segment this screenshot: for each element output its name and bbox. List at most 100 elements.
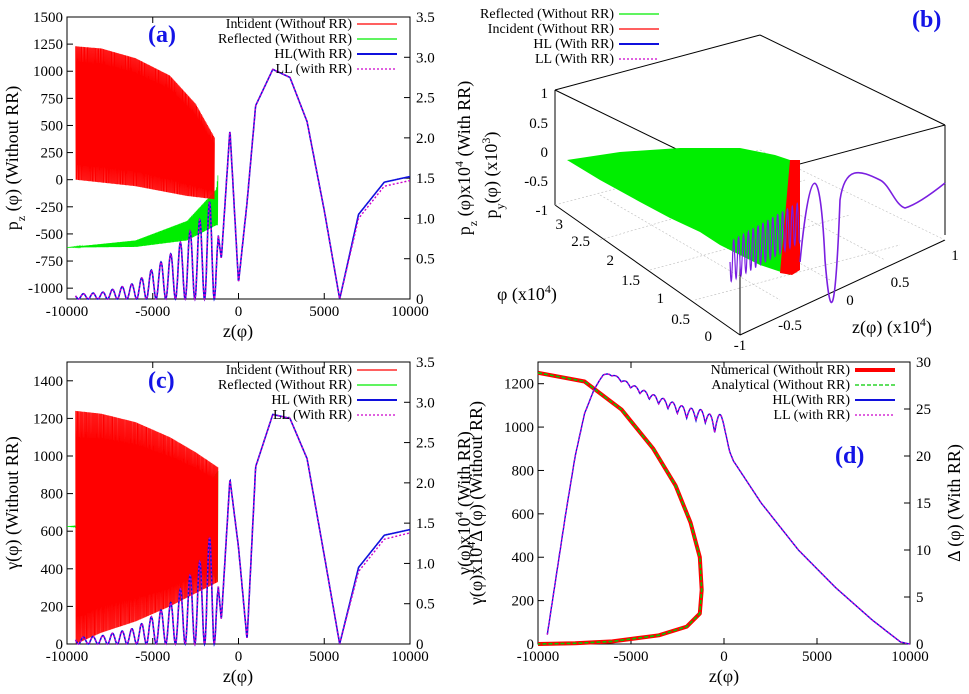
panel-c-xtick-label: 0 [235, 649, 243, 665]
panel-c-ytick-right-label: 1.5 [416, 516, 435, 532]
panel-a-ll-curve [74, 68, 410, 302]
panel-a-ytick-left-label: -500 [36, 227, 64, 243]
panel-b-phi-tick-label: 0 [705, 329, 713, 345]
panel-a-ytick-right-label: 0 [416, 292, 424, 308]
panel-c-xlabel: z(φ) [223, 666, 253, 687]
panel-d-ytick-left-label: 200 [512, 594, 535, 610]
panel-c-legend-entry: HL (With RR) [271, 393, 352, 408]
panel-a-ytick-right-label: 0.5 [416, 252, 435, 268]
panel-c-ytick-left-label: 1400 [33, 374, 63, 390]
panel-c-incident-curve [75, 410, 219, 644]
panel-d-ytick-right-label: 15 [916, 496, 931, 512]
panel-c-ytick-left-label: 0 [56, 637, 64, 653]
panel-d-xtick-label: 5000 [802, 649, 832, 665]
panel-c-legend-entry: Incident (Without RR) [226, 363, 353, 378]
panel-b-z-tick-label: -0.5 [524, 174, 548, 190]
panel-c-legend-entry: Reflected (Without RR) [218, 378, 352, 393]
panel-d: (d) -10000 -5000 0 5000 10000120010008006004… [464, 355, 965, 687]
panel-a-ytick-left-label: -750 [36, 254, 64, 270]
panel-a-ylabel-left: pz (φ) (Without RR) [2, 86, 28, 230]
panel-d-ytick-left-label: 400 [512, 550, 535, 566]
panel-a-incident-curve [75, 46, 215, 200]
panel-c-ytick-right-label: 0 [416, 637, 424, 653]
panel-b-label: (b) [912, 7, 941, 33]
panel-d-ytick-left-label: 800 [512, 463, 535, 479]
panel-b-phi-tick-label: 0.5 [671, 312, 690, 328]
panel-c-xtick-label: 10000 [391, 649, 429, 665]
panel-a-ytick-right-label: 3.5 [416, 10, 435, 26]
panel-b-phi-tick-label: 1.5 [621, 273, 640, 289]
panel-b-rr-oscillation [729, 202, 801, 283]
panel-d-ytick-right-label: 5 [916, 590, 924, 606]
panel-b-xtick-label: 0 [846, 293, 854, 309]
panel-c-ytick-right-label: 2.0 [416, 476, 435, 492]
panel-d-ytick-right-label: 0 [916, 637, 924, 653]
panel-d-xtick-label: 10000 [891, 649, 929, 665]
panel-a-ytick-left-label: 250 [41, 146, 64, 162]
panel-a-ytick-right-label: 1.5 [416, 171, 435, 187]
panel-a-xtick-label: 0 [235, 304, 243, 320]
panel-b-legend-entry: Incident (Without RR) [488, 22, 615, 37]
panel-c-ytick-right-label: 1.0 [416, 556, 435, 572]
panel-b-z-tick-label: 1 [541, 86, 549, 102]
panel-a-xtick-label: 5000 [309, 304, 339, 320]
panel-b-legend-entry: Reflected (Without RR) [480, 7, 614, 22]
panel-b-xlabel: z(φ) (x104) [852, 315, 932, 338]
panel-c-ytick-left-label: 200 [41, 599, 64, 615]
panel-d-legend-entry: Analytical (Without RR) [711, 378, 850, 393]
panel-b-xtick-label: -1 [734, 338, 747, 354]
panel-c-ylabel-right: γ(φ)x104 (With RR) [452, 431, 475, 576]
panel-a-legend-entry: HL(With RR) [274, 47, 352, 62]
panel-a-xtick-label: -5000 [135, 304, 170, 320]
panel-b-xtick-label: -0.5 [778, 318, 802, 334]
panel-a-xtick-label: 10000 [391, 304, 429, 320]
panel-a-ytick-left-label: 0 [56, 173, 64, 189]
panel-c-ytick-right-label: 0.5 [416, 597, 435, 613]
panel-d-ytick-left-label: 1200 [504, 377, 534, 393]
panel-b-z-tick-label: 0 [541, 145, 549, 161]
panel-a-xlabel: z(φ) [223, 321, 253, 342]
panel-a-xtick-label: -10000 [46, 304, 89, 320]
panel-a-ytick-left-label: 1000 [33, 64, 63, 80]
panel-b-z-tick-label: 0.5 [529, 116, 548, 132]
panel-b-z-tick-label: -1 [536, 203, 549, 219]
panel-a-ylabel-right: pz (φ)x104 (With RR) [452, 81, 480, 236]
panel-a-ytick-left-label: 1250 [33, 37, 63, 53]
panel-d-xtick-label: 0 [720, 649, 728, 665]
panel-d-legend-entry: LL (with RR) [774, 408, 851, 423]
panel-b-phi-tick-label: 2.5 [571, 234, 590, 250]
panel-c-xtick-label: 5000 [309, 649, 339, 665]
panel-d-ytick-right-label: 20 [916, 449, 931, 465]
panel-d-ll-curve [546, 373, 911, 645]
panel-c-ytick-left-label: 1000 [33, 449, 63, 465]
panel-a-label: (a) [148, 22, 176, 48]
panel-a-reflected-curve [67, 175, 219, 249]
panel-c-ytick-right-label: 2.5 [416, 436, 435, 452]
panel-d-ylabel-right: Δ (φ) (With RR) [944, 444, 965, 562]
panel-c-xtick-label: -10000 [46, 649, 89, 665]
panel-d-ylabel-left: γ(φ)x104Δ (φ) (Without RR) [464, 401, 487, 606]
panel-b-legend-entry: HL (With RR) [533, 37, 614, 52]
panel-a-ytick-right-label: 2.5 [416, 91, 435, 107]
panel-b-phi-tick-label: 1 [657, 291, 665, 307]
panel-d-legend-entry: HL(With RR) [772, 393, 850, 408]
panel-b-with-rr-curve [729, 171, 946, 304]
panel-b-rr-tail [799, 171, 946, 304]
panel-b-phi-tick-label: 2 [607, 253, 615, 269]
panel-c-xtick-label: -5000 [135, 649, 170, 665]
panel-c-ytick-right-label: 3.0 [416, 395, 435, 411]
panel-d-ytick-right-label: 30 [916, 355, 931, 371]
panel-d-legend-entry: Numerical (Without RR) [711, 363, 851, 378]
panel-c-ytick-right-label: 3.5 [416, 355, 435, 371]
panel-b-xtick-label: 0.5 [891, 275, 910, 291]
panel-a-ytick-left-label: 750 [41, 91, 64, 107]
panel-a-ytick-right-label: 3.0 [416, 50, 435, 66]
panel-a-legend-entry: LL (with RR) [276, 62, 353, 77]
panel-d-xtick-label: -10000 [517, 649, 560, 665]
panel-b-legend-entry: LL (With RR) [535, 52, 614, 67]
panel-c-label: (c) [148, 368, 175, 394]
panel-a-ytick-right-label: 1.0 [416, 211, 435, 227]
panel-c-ll-curve [74, 413, 411, 647]
panel-b-xtick-label: 1 [951, 248, 959, 264]
